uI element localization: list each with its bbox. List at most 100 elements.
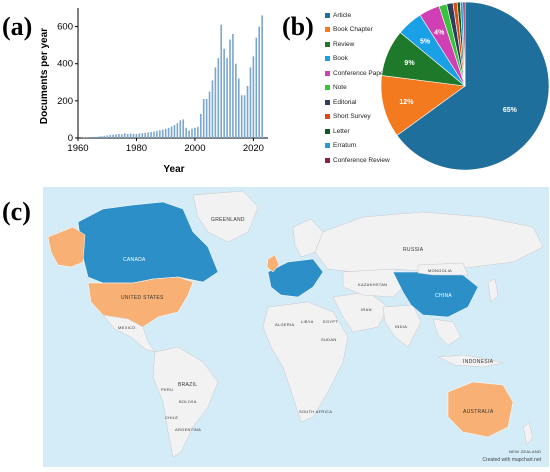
new-zealand-shape [522, 422, 534, 446]
label-bolivia: BOLIVIA [179, 399, 197, 404]
label-greenland: GREENLAND [211, 217, 245, 223]
legend-swatch [325, 128, 330, 134]
label-peru: PERU [161, 387, 174, 392]
bar [255, 37, 258, 138]
legend-label: Conference Paper [333, 69, 386, 77]
bar [232, 34, 234, 138]
bar [173, 125, 176, 138]
map-credit: Created with mapchart.net [482, 457, 541, 463]
legend-label: Article [333, 11, 352, 19]
alaska-shape [47, 226, 86, 268]
bar [132, 133, 135, 138]
legend-item: Conference Paper [325, 66, 390, 81]
label-russia: RUSSIA [403, 247, 424, 253]
bar [243, 95, 246, 138]
bar [129, 133, 132, 138]
russia-shape [314, 211, 544, 273]
legend-swatch [325, 27, 330, 33]
bar [115, 134, 117, 138]
legend-item: Erratum [325, 139, 390, 154]
label-india: INDIA [395, 324, 408, 329]
x-tick-label: 2000 [184, 143, 205, 154]
x-tick-label: 1960 [67, 143, 88, 154]
label-australia: AUSTRALIA [463, 409, 494, 415]
label-brazil: BRAZIL [178, 382, 198, 388]
legend-label: Book [333, 55, 348, 63]
pie-chart: 65% 12% 9% 5%4% [380, 1, 550, 171]
bar [123, 133, 126, 138]
usa-shape [87, 276, 194, 328]
bar [161, 129, 164, 138]
bar [252, 56, 255, 138]
bar [229, 39, 231, 139]
bar [153, 131, 155, 138]
bar [144, 132, 147, 138]
canada-shape [77, 201, 219, 284]
label-china: CHINA [435, 293, 453, 299]
bar [170, 126, 173, 138]
label-mexico: MEXICO [118, 325, 136, 330]
bar [205, 99, 208, 138]
label-chile: CHILE [165, 415, 179, 420]
central-asia-shape [342, 268, 409, 298]
label-kazakhstan: KAZAKHSTAN [358, 282, 388, 287]
bar [121, 134, 123, 138]
bar [214, 67, 217, 138]
bar [249, 67, 252, 138]
legend-swatch [325, 99, 330, 105]
pie-slice-label: 65% [503, 107, 518, 114]
bar [167, 127, 170, 138]
y-tick-label: 200 [57, 96, 73, 107]
bar [202, 99, 205, 138]
bar [135, 133, 138, 138]
legend-label: Review [333, 40, 355, 48]
legend-item: Letter [325, 124, 390, 139]
bar [118, 133, 120, 138]
legend-label: Book Chapter [333, 26, 373, 34]
bar [223, 48, 225, 138]
se-asia-shape [432, 318, 462, 346]
legend-item: Conference Review [325, 153, 390, 168]
legend-swatch [325, 12, 330, 18]
label-united-states: UNITED STATES [121, 295, 164, 301]
legend-swatch [325, 143, 330, 149]
bar [208, 91, 211, 138]
legend-item: Note [325, 81, 390, 96]
europe-shape [267, 258, 324, 298]
y-tick-label: 400 [57, 59, 73, 70]
label-indonesia: INDONESIA [463, 359, 494, 365]
pie-slice-label: 12% [399, 99, 414, 106]
bar [103, 135, 106, 138]
bar [188, 130, 190, 138]
bar [100, 136, 103, 138]
bar [150, 132, 152, 138]
legend-item: Short Survey [325, 110, 390, 125]
bar [182, 119, 185, 138]
panel-label-a: (a) [2, 12, 33, 41]
indonesia-shape [437, 354, 504, 368]
x-tick-label: 1980 [126, 143, 147, 154]
label-algeria: ALGERIA [275, 322, 295, 327]
bar [97, 136, 100, 138]
bar [83, 137, 85, 138]
pie-slice-label: 9% [404, 60, 415, 67]
bar [91, 136, 94, 138]
australia-shape [447, 381, 514, 438]
pie-slice [462, 1, 466, 87]
bar [106, 135, 109, 138]
label-new-zealand: NEW ZEALAND [509, 449, 542, 454]
panel-label-b: (b) [282, 12, 314, 41]
pie-slice [380, 75, 466, 136]
label-argentina: ARGENTINA [175, 427, 202, 432]
legend-item: Book [325, 52, 390, 67]
pie-legend: Article Book Chapter Review Book Conference … [325, 8, 390, 168]
mongolia-shape [417, 262, 469, 276]
legend-label: Letter [333, 127, 350, 135]
legend-swatch [325, 157, 330, 163]
bar [156, 130, 158, 138]
bar [141, 133, 144, 138]
legend-label: Erratum [333, 142, 357, 150]
japan-shape [487, 278, 499, 303]
pie-slices [380, 1, 550, 171]
legend-swatch [325, 56, 330, 62]
